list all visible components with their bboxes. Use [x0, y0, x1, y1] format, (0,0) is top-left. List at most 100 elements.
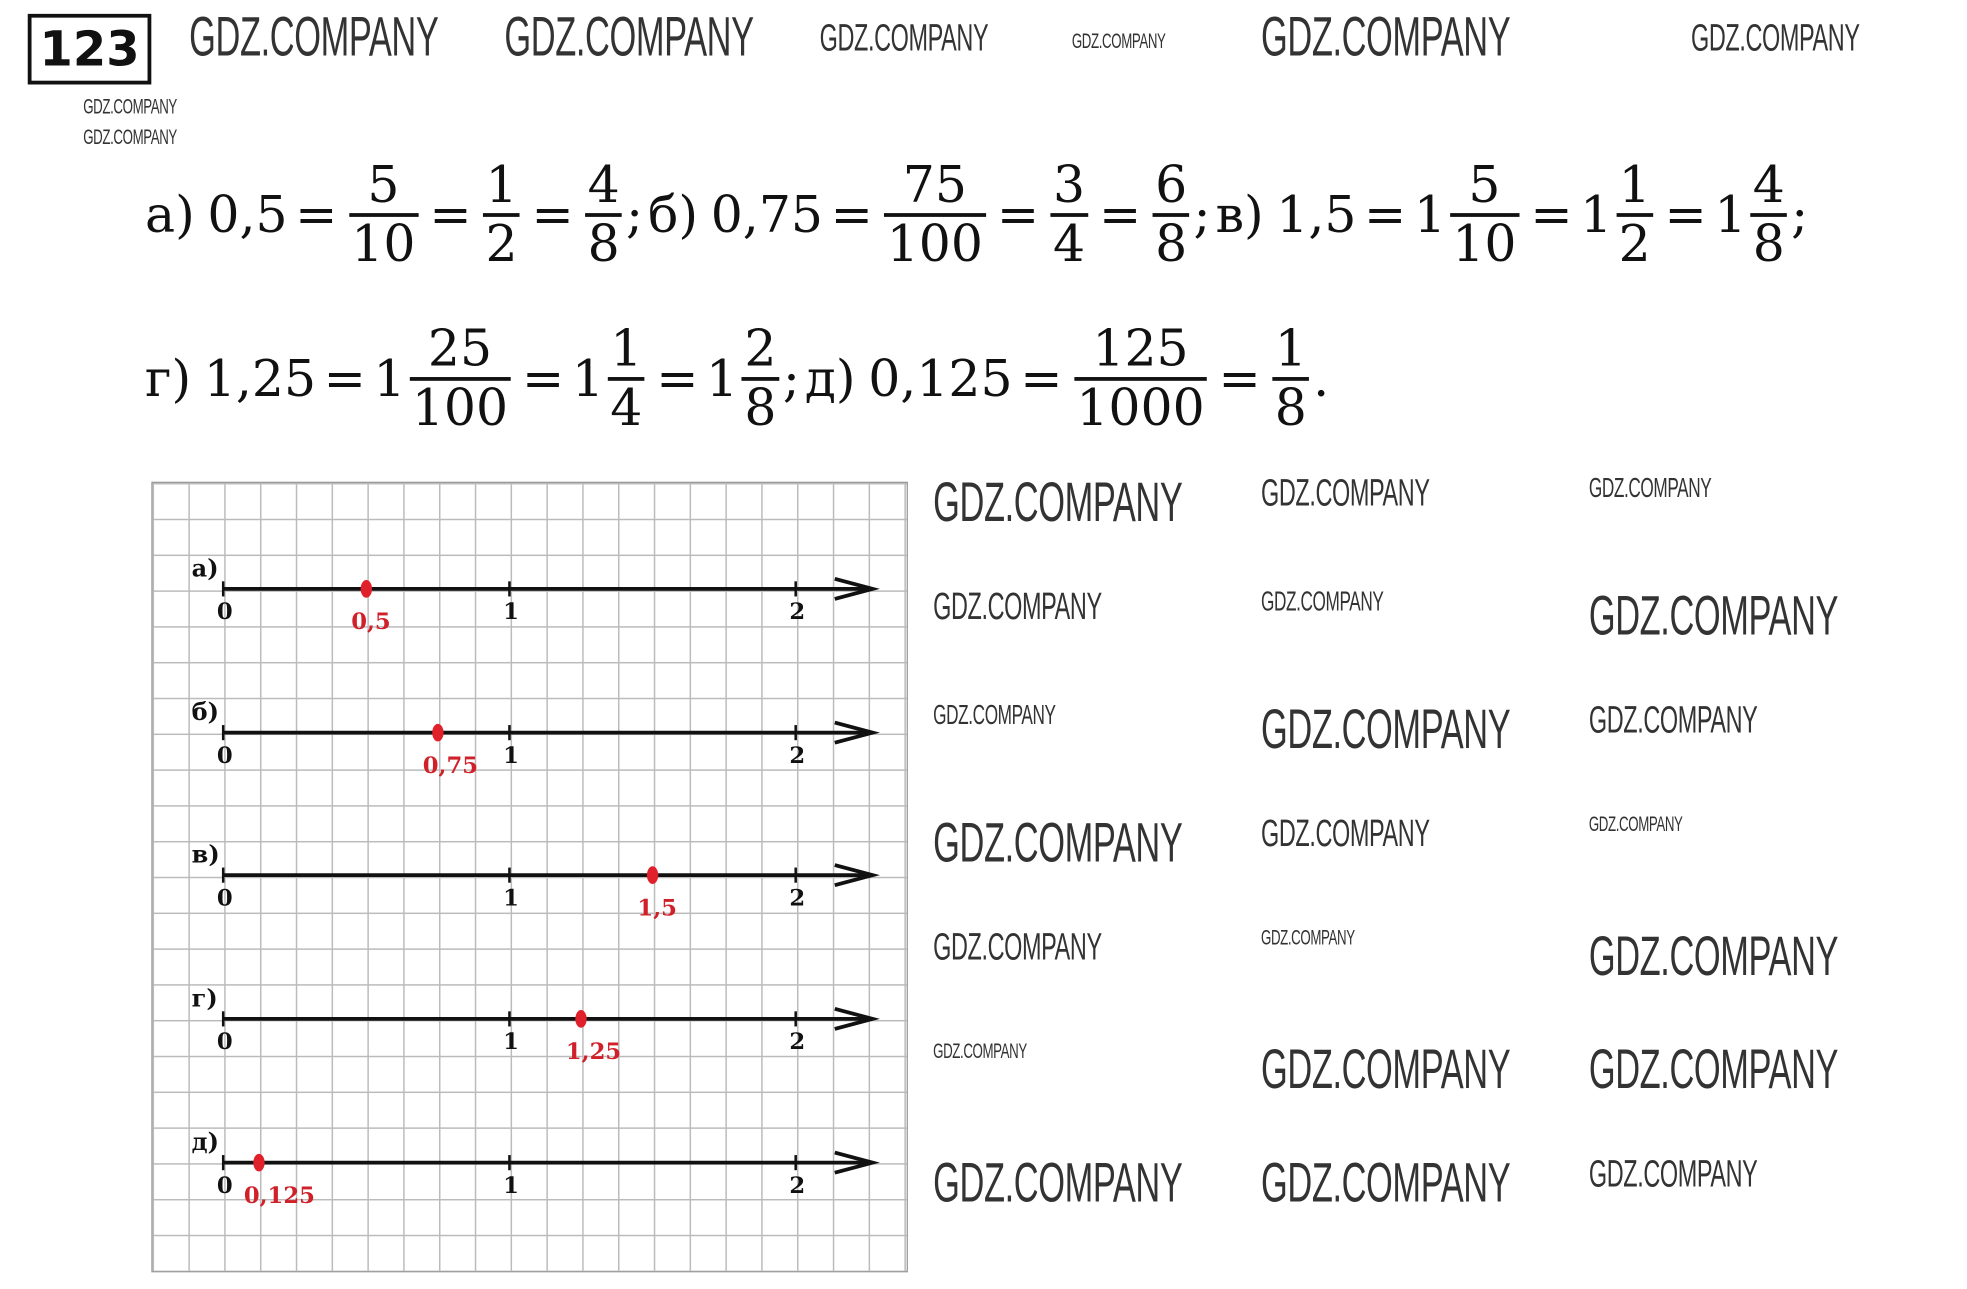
point-marker: [432, 723, 444, 742]
axis-arrow: [834, 1006, 880, 1031]
tick-label: 1: [503, 1172, 519, 1200]
axis-arrow: [834, 1150, 880, 1175]
equation-1: а) 0,5 = 5 10 = 1 2 = 4 8;: [145, 158, 643, 273]
watermark: GDZ.COMPANY: [1588, 699, 1758, 742]
fraction-bar: [348, 213, 419, 217]
numerator: 1: [485, 156, 518, 215]
fraction-bar: [1750, 213, 1788, 217]
watermark: GDZ.COMPANY: [933, 1152, 1183, 1215]
fraction-bar: [1272, 377, 1310, 381]
tick-label: 1: [503, 598, 519, 626]
equation-label: д): [804, 349, 856, 408]
operator: =: [531, 185, 574, 245]
term: 1: [571, 349, 604, 408]
axis-arrow: [834, 576, 880, 601]
equation-4: г) 1,25 = 1 25 100 = 1 1 4 = 1 2 8;: [145, 322, 800, 437]
fraction-bar: [884, 213, 986, 217]
term: ;: [1791, 185, 1809, 245]
fraction: 25 100: [409, 320, 511, 438]
tick-label: 0: [216, 598, 233, 626]
point-marker: [646, 866, 659, 884]
operator: =: [1530, 185, 1573, 245]
numerator: 3: [1053, 156, 1086, 215]
watermark: GDZ.COMPANY: [933, 471, 1183, 534]
watermark: GDZ.COMPANY: [1691, 17, 1860, 60]
term: 1: [1580, 185, 1613, 245]
term: ;: [1193, 185, 1211, 245]
numerator: 1: [1274, 320, 1307, 379]
watermark: GDZ.COMPANY: [504, 6, 754, 69]
denominator: 4: [1053, 215, 1086, 274]
watermark: GDZ.COMPANY: [1261, 813, 1430, 855]
equation-label: г): [145, 349, 192, 408]
watermark: GDZ.COMPANY: [933, 812, 1183, 874]
watermark: GDZ.COMPANY: [83, 94, 177, 119]
number-line-label: б): [191, 698, 220, 727]
numerator: 5: [1468, 156, 1501, 215]
watermark: GDZ.COMPANY: [1261, 698, 1511, 761]
numerator: 75: [902, 156, 967, 215]
watermark: GDZ.COMPANY: [189, 6, 439, 69]
numerator: 1: [610, 320, 643, 379]
tick-label: 0: [216, 1028, 233, 1056]
number-line-label: в): [191, 841, 220, 869]
denominator: 8: [1155, 215, 1188, 274]
operator: =: [1664, 185, 1707, 245]
equation-2: б) 0,75 = 75 100 = 3 4 = 6 8;: [648, 158, 1210, 273]
equation-label: в): [1215, 185, 1264, 245]
denominator: 8: [1274, 379, 1307, 438]
watermark: GDZ.COMPANY: [933, 1039, 1027, 1064]
denominator: 8: [587, 215, 620, 274]
watermark: GDZ.COMPANY: [1261, 6, 1511, 69]
term: 0,5: [207, 185, 288, 245]
tick-label: 1: [503, 742, 519, 770]
watermark: GDZ.COMPANY: [1261, 472, 1430, 515]
fraction-bar: [482, 213, 521, 217]
point-label: 1,5: [637, 895, 677, 922]
tick-label: 0: [216, 885, 233, 912]
watermark: GDZ.COMPANY: [1588, 471, 1712, 504]
point-marker: [575, 1010, 587, 1028]
watermark: GDZ.COMPANY: [819, 17, 989, 60]
fraction-bar: [1449, 213, 1519, 217]
numerator: 4: [1752, 156, 1785, 215]
operator: =: [1364, 185, 1407, 245]
operator: =: [656, 349, 699, 408]
denominator: 100: [886, 215, 984, 274]
term: 1: [373, 349, 406, 408]
watermark: GDZ.COMPANY: [933, 926, 1102, 969]
denominator: 10: [351, 215, 416, 274]
tick-label: 2: [789, 742, 806, 770]
fraction-bar: [607, 377, 645, 381]
numerator: 125: [1092, 320, 1189, 379]
watermark: GDZ.COMPANY: [1261, 585, 1384, 617]
term: 1,25: [203, 349, 317, 408]
number-line-label: а): [191, 554, 219, 583]
denominator: 100: [411, 379, 509, 438]
term: 0,125: [868, 349, 1013, 408]
term: 1,5: [1276, 185, 1357, 245]
numerator: 1: [1618, 156, 1651, 215]
equation-3: в) 1,5 = 1 5 10 = 1 1 2 = 1 4 8;: [1216, 158, 1809, 273]
numerator: 5: [367, 156, 400, 215]
denominator: 1000: [1076, 379, 1205, 438]
operator: =: [1098, 185, 1142, 245]
operator: =: [830, 185, 873, 245]
watermark: GDZ.COMPANY: [1588, 925, 1839, 988]
operator: =: [521, 349, 565, 408]
denominator: 8: [744, 379, 777, 438]
axis-arrow: [834, 720, 880, 745]
numerator: 25: [427, 320, 493, 379]
fraction-bar: [1152, 213, 1190, 217]
term: 1: [706, 349, 739, 408]
problem-number: 123: [27, 13, 152, 85]
fraction-bar: [585, 213, 623, 217]
term: .: [1313, 349, 1330, 408]
